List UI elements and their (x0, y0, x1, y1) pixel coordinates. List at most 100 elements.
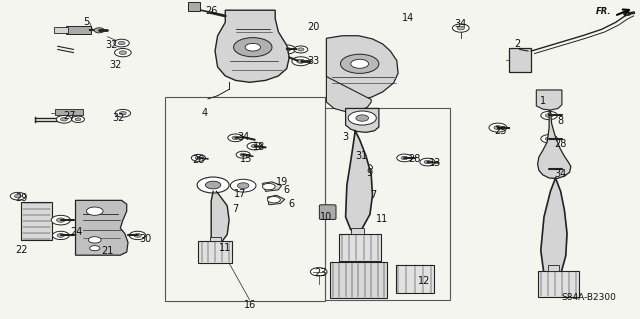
Circle shape (262, 183, 275, 190)
Text: 9: 9 (366, 168, 372, 178)
Circle shape (420, 158, 435, 166)
Circle shape (546, 167, 552, 171)
Circle shape (245, 43, 260, 51)
Text: 34: 34 (554, 168, 567, 179)
Bar (210, 237, 221, 241)
Circle shape (234, 38, 272, 57)
Bar (351, 228, 364, 234)
Polygon shape (76, 200, 128, 255)
Polygon shape (326, 77, 371, 112)
Polygon shape (215, 10, 289, 82)
Bar (325, 108, 450, 300)
Circle shape (541, 135, 557, 143)
FancyBboxPatch shape (319, 205, 336, 219)
FancyBboxPatch shape (509, 48, 531, 72)
Circle shape (237, 183, 249, 189)
Bar (339, 234, 381, 261)
Text: 8: 8 (557, 115, 564, 126)
Text: 15: 15 (240, 154, 253, 165)
Circle shape (401, 156, 408, 160)
Circle shape (292, 57, 310, 66)
Text: 33: 33 (307, 56, 320, 66)
Circle shape (236, 151, 250, 158)
Circle shape (515, 53, 520, 56)
Text: 7: 7 (232, 204, 239, 214)
Circle shape (541, 165, 557, 173)
Circle shape (10, 192, 26, 200)
Circle shape (283, 48, 291, 51)
FancyBboxPatch shape (55, 109, 83, 115)
Circle shape (457, 26, 465, 30)
Text: 16: 16 (243, 300, 256, 310)
Polygon shape (268, 195, 285, 205)
Circle shape (362, 166, 368, 169)
Circle shape (134, 234, 141, 237)
Bar (165, 97, 325, 301)
Circle shape (545, 114, 553, 117)
Circle shape (56, 115, 72, 123)
Circle shape (494, 126, 502, 130)
Bar (330, 262, 387, 298)
Circle shape (119, 51, 127, 55)
Circle shape (228, 134, 243, 142)
Text: 12: 12 (417, 276, 430, 286)
Circle shape (310, 268, 327, 276)
Text: 20: 20 (307, 22, 320, 32)
Circle shape (397, 154, 412, 162)
Circle shape (115, 48, 131, 57)
Text: 25: 25 (494, 126, 507, 137)
Text: 28: 28 (408, 154, 421, 165)
Circle shape (114, 39, 129, 47)
Circle shape (90, 246, 100, 251)
Circle shape (52, 231, 69, 240)
Polygon shape (346, 108, 379, 132)
Circle shape (191, 154, 205, 161)
FancyBboxPatch shape (188, 2, 200, 11)
Circle shape (88, 237, 101, 243)
Text: 34: 34 (237, 132, 250, 142)
Text: 2: 2 (514, 39, 520, 49)
Polygon shape (346, 131, 372, 233)
Text: 11: 11 (376, 213, 388, 224)
Circle shape (120, 112, 126, 115)
Polygon shape (538, 110, 571, 179)
Circle shape (15, 195, 21, 198)
Text: 11: 11 (219, 243, 232, 253)
Text: 32: 32 (109, 60, 122, 70)
Circle shape (51, 215, 70, 225)
Circle shape (348, 111, 376, 125)
Text: 4: 4 (202, 108, 208, 118)
Circle shape (340, 54, 379, 73)
Circle shape (356, 115, 369, 121)
Circle shape (94, 28, 104, 33)
Text: 27: 27 (63, 111, 76, 122)
Circle shape (247, 142, 262, 150)
Text: 29: 29 (15, 193, 28, 203)
Text: 22: 22 (15, 245, 28, 256)
Circle shape (72, 116, 84, 122)
Circle shape (623, 12, 631, 16)
Polygon shape (211, 191, 229, 250)
Text: FR.: FR. (596, 7, 611, 16)
Circle shape (129, 231, 146, 240)
Text: 5: 5 (83, 17, 90, 27)
Circle shape (57, 234, 65, 237)
Text: 24: 24 (70, 227, 83, 237)
FancyBboxPatch shape (66, 26, 91, 34)
Text: 13: 13 (429, 158, 442, 168)
Polygon shape (326, 36, 398, 100)
Circle shape (545, 137, 553, 141)
Circle shape (232, 136, 239, 139)
Circle shape (115, 109, 131, 117)
Text: 34: 34 (454, 19, 467, 29)
Text: 6: 6 (288, 199, 294, 209)
Text: 7: 7 (370, 190, 376, 200)
Circle shape (351, 59, 369, 68)
Polygon shape (536, 90, 562, 110)
Text: 10: 10 (320, 212, 333, 222)
Text: 32: 32 (106, 40, 118, 50)
Text: 26: 26 (205, 6, 218, 16)
Bar (538, 271, 579, 297)
Bar (548, 265, 559, 271)
Circle shape (541, 111, 557, 120)
